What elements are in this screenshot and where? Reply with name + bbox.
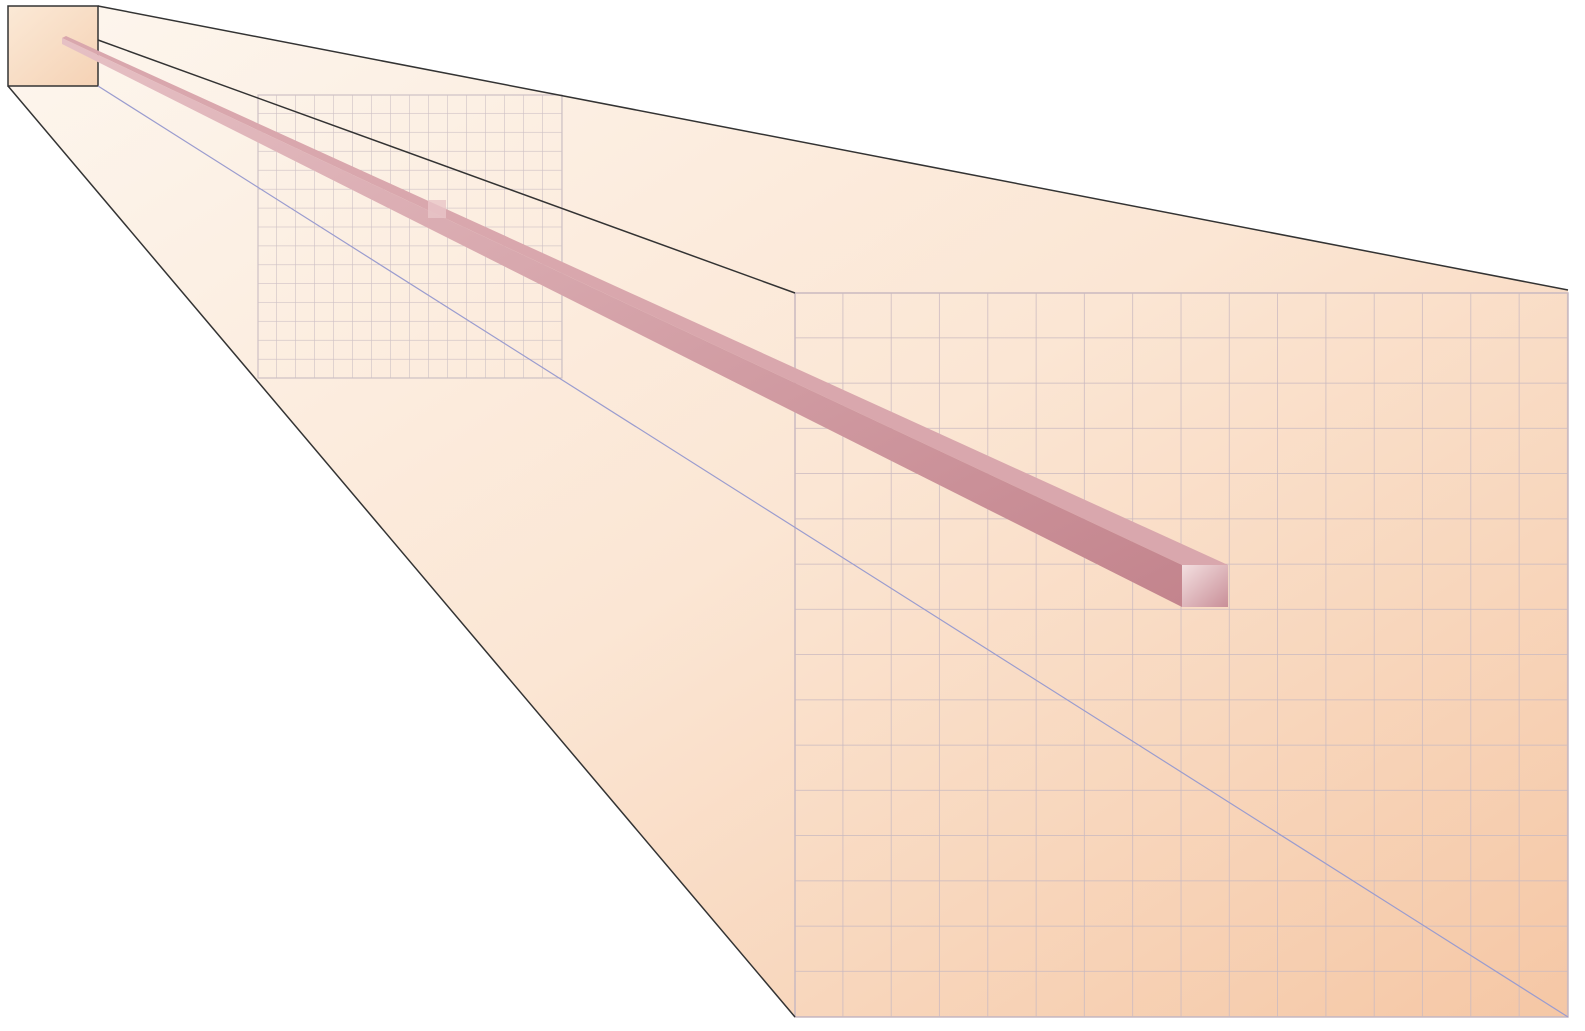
edge-line bbox=[97, 39, 796, 294]
edge-line bbox=[97, 5, 1569, 291]
ray-bar-side bbox=[62, 38, 1182, 607]
ray-bar-top bbox=[62, 36, 1228, 565]
edge-line bbox=[97, 85, 1569, 1018]
middle-grid bbox=[257, 94, 563, 379]
large-grid bbox=[794, 292, 1569, 1018]
edge-line bbox=[7, 85, 796, 1018]
ray-bar-end bbox=[1182, 565, 1228, 607]
ray-bar-crossing bbox=[428, 200, 446, 218]
